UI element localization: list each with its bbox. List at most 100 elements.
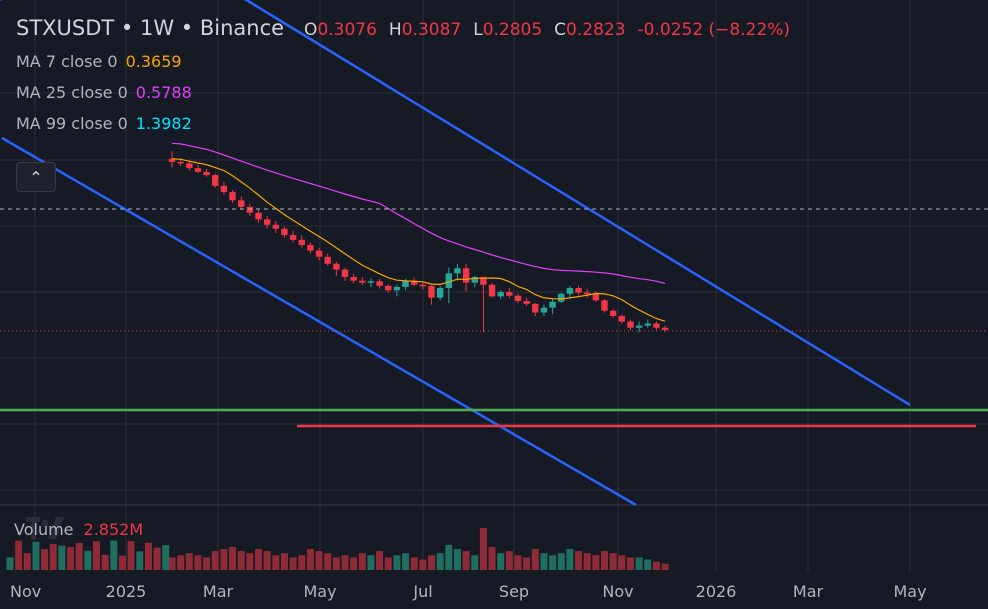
volume-bar: [462, 551, 470, 570]
candle-body: [194, 168, 202, 172]
volume-legend[interactable]: Volume 2.852M: [14, 520, 144, 539]
ma99-legend[interactable]: MA 99 close 0 1.3982: [16, 114, 192, 133]
volume-bar: [84, 550, 92, 570]
candle-body: [661, 327, 669, 330]
volume-bar: [263, 551, 271, 570]
volume-bar: [341, 555, 349, 570]
volume-bar: [479, 528, 487, 570]
volume-bar: [575, 551, 583, 570]
candle-body: [609, 310, 617, 316]
candle-body: [272, 224, 279, 229]
candle-body: [289, 235, 297, 240]
candle-body: [411, 280, 418, 285]
candle-body: [462, 268, 470, 283]
volume-bar: [306, 549, 314, 570]
candle-body: [618, 315, 625, 322]
ohlc-low: L0.2805: [473, 20, 543, 40]
volume-bar: [194, 555, 202, 570]
volume-bar: [229, 546, 237, 570]
volume-bar: [41, 549, 49, 570]
candle-body: [177, 161, 184, 164]
volume-bar: [652, 561, 660, 570]
volume-bar: [557, 553, 565, 570]
chevron-up-icon: ⌃: [29, 167, 43, 187]
x-axis-tick-label: Jul: [412, 582, 432, 601]
volume-bar: [332, 557, 340, 570]
candle-body: [558, 293, 565, 302]
candle-body: [627, 321, 634, 328]
volume-bar: [49, 543, 57, 570]
x-axis-tick-label: May: [303, 582, 336, 601]
volume-bar: [523, 557, 531, 570]
ma7-legend[interactable]: MA 7 close 0 0.3659: [16, 52, 182, 71]
volume-bar: [93, 541, 100, 570]
volume-bar: [32, 541, 40, 570]
volume-bar: [136, 551, 144, 570]
volume-bar: [315, 551, 323, 570]
candle-body: [419, 284, 427, 287]
volume-bar: [453, 549, 461, 570]
volume-bar: [661, 563, 669, 570]
volume-bar: [185, 553, 193, 570]
volume-bar: [626, 557, 634, 570]
volume-bar: [367, 555, 375, 570]
volume-bar: [592, 555, 600, 570]
volume-bar: [67, 547, 75, 570]
candle-body: [540, 307, 548, 313]
volume-bar: [618, 555, 626, 570]
volume-bar: [410, 557, 418, 570]
candle-body: [220, 185, 228, 193]
chart-legend: STXUSDT • 1W • Binance O0.3076 H0.3087 L…: [16, 16, 790, 133]
volume-bar: [75, 542, 83, 570]
candle-body: [428, 285, 435, 298]
candle-body: [471, 276, 478, 283]
candle-body: [644, 323, 651, 326]
volume-bar: [298, 555, 306, 570]
volume-bar: [246, 553, 254, 570]
volume-bar: [428, 555, 435, 570]
symbol-title[interactable]: STXUSDT • 1W • Binance: [16, 16, 285, 40]
volume-bar: [531, 549, 539, 570]
x-axis-tick-label: Mar: [203, 582, 234, 601]
x-axis-tick-label: Nov: [602, 582, 633, 601]
candle-body: [653, 323, 660, 328]
volume-bar: [162, 545, 170, 570]
x-axis-tick-label: Sep: [499, 582, 529, 601]
candle-body: [635, 325, 643, 328]
volume-bar: [280, 553, 288, 570]
volume-bar: [644, 559, 652, 570]
volume-bar: [153, 547, 161, 570]
candle-body: [255, 212, 262, 220]
ohlc-open: O0.3076: [304, 20, 377, 40]
candle-body: [212, 175, 219, 186]
candle-body: [436, 288, 444, 298]
candle-body: [315, 250, 323, 257]
candle-body: [454, 268, 461, 274]
collapse-legend-button[interactable]: ⌃: [16, 162, 56, 192]
volume-bar: [110, 540, 118, 570]
candle-body: [333, 263, 340, 270]
candle-body: [506, 292, 513, 296]
volume-bar: [211, 551, 219, 570]
volume-bar: [601, 551, 608, 570]
volume-bar: [488, 546, 496, 570]
volume-bar: [540, 553, 548, 570]
volume-bar: [350, 557, 358, 570]
candle-body: [229, 192, 236, 201]
volume-bar: [203, 557, 211, 570]
candle-body: [575, 288, 582, 293]
ma25-legend[interactable]: MA 25 close 0 0.5788: [16, 83, 192, 102]
candle-body: [532, 303, 539, 313]
tradingview-logo-icon: [24, 513, 68, 545]
volume-bar: [324, 553, 332, 570]
x-axis-tick-label: Nov: [10, 582, 41, 601]
ohlc-close: C0.2823: [554, 20, 626, 40]
candle-body: [298, 239, 305, 245]
candle-body: [549, 301, 556, 308]
volume-bar: [436, 553, 444, 570]
x-axis-tick-label: 2025: [106, 582, 147, 601]
volume-bar: [514, 555, 522, 570]
volume-bar: [566, 549, 574, 570]
